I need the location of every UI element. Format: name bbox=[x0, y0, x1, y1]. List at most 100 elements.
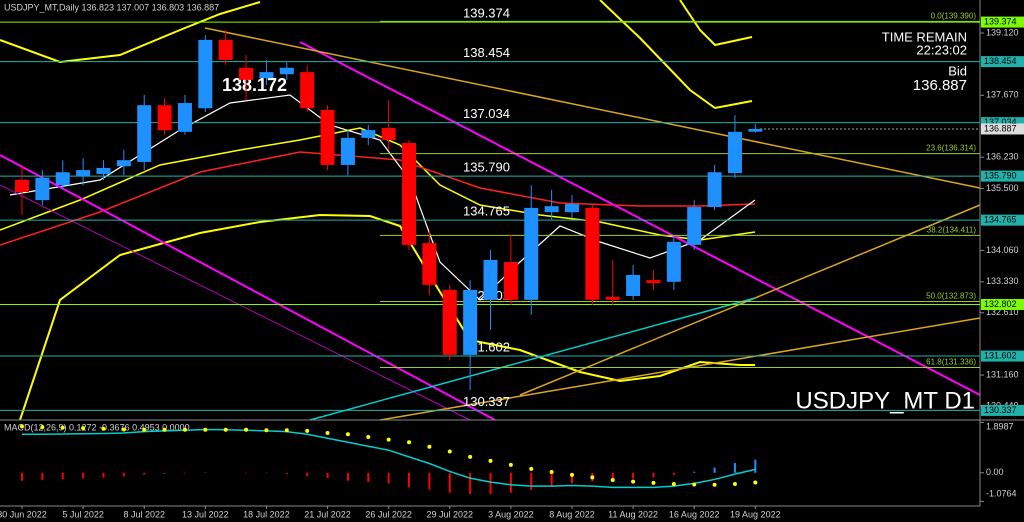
candle-body bbox=[157, 105, 172, 131]
bid-label: Bid bbox=[948, 63, 967, 78]
candle-body bbox=[218, 39, 233, 61]
signal-dot bbox=[427, 444, 432, 449]
signal-dot bbox=[305, 428, 310, 433]
signal-dot bbox=[81, 426, 86, 431]
candle-body bbox=[483, 259, 498, 300]
candle-body bbox=[748, 128, 763, 132]
y-tick-label: 0.00 bbox=[986, 467, 1004, 477]
candle-body bbox=[422, 243, 437, 285]
x-tick-label: 13 Jul 2022 bbox=[182, 509, 229, 519]
level-label: 138.454 bbox=[463, 45, 510, 60]
level-box bbox=[981, 298, 1024, 310]
upper-band bbox=[599, 0, 753, 110]
upper-band bbox=[0, 1, 261, 64]
candle-body bbox=[198, 39, 213, 109]
signal-dot bbox=[610, 477, 615, 482]
moving-average bbox=[9, 94, 756, 301]
candle-body bbox=[707, 172, 722, 208]
fib-label: 0.0(139.390) bbox=[931, 12, 977, 21]
signal-dot bbox=[386, 437, 391, 442]
y-tick-label: 1.8987 bbox=[986, 421, 1014, 431]
level-box bbox=[981, 56, 1024, 68]
trendline bbox=[0, 154, 496, 421]
trendline bbox=[299, 41, 981, 396]
y-tick-label: 132.610 bbox=[986, 307, 1019, 317]
y-tick-label: 136.230 bbox=[986, 152, 1019, 162]
level-box bbox=[981, 117, 1024, 129]
candle-body bbox=[402, 143, 417, 245]
x-tick-label: 21 Jul 2022 bbox=[304, 509, 351, 519]
level-label: 139.374 bbox=[463, 6, 510, 21]
candle-body bbox=[361, 130, 376, 138]
bid-value: 136.887 bbox=[913, 77, 967, 94]
y-tick-label: 137.670 bbox=[986, 90, 1019, 100]
indicator-lines bbox=[0, 0, 981, 421]
x-tick-label: 19 Aug 2022 bbox=[730, 509, 781, 519]
candle-body bbox=[300, 72, 315, 109]
signal-dot bbox=[40, 425, 45, 430]
y-tick-label: -1.0764 bbox=[986, 488, 1017, 498]
x-tick-label: 11 Aug 2022 bbox=[608, 509, 658, 519]
upper-band bbox=[679, 0, 753, 47]
level-box bbox=[981, 16, 1024, 28]
candle-body bbox=[727, 131, 742, 174]
y-tick-label: 139.120 bbox=[986, 27, 1019, 37]
candle-body bbox=[177, 103, 192, 132]
candle-body bbox=[463, 289, 478, 355]
signal-dot bbox=[101, 426, 106, 431]
annotation: 138.172 bbox=[222, 75, 287, 95]
x-tick-label: 8 Aug 2022 bbox=[549, 509, 595, 519]
level-box-label: 134.765 bbox=[984, 215, 1017, 225]
fib-label: 38.2(134.411) bbox=[927, 225, 977, 234]
y-tick-label: 135.500 bbox=[986, 183, 1019, 193]
fib-label: 50.0(132.873) bbox=[926, 292, 976, 301]
trendline bbox=[204, 27, 981, 189]
candle-body bbox=[320, 109, 335, 165]
moving-average bbox=[0, 151, 756, 246]
level-box-label: 131.602 bbox=[984, 350, 1017, 360]
candle-body bbox=[524, 207, 539, 300]
level-box bbox=[981, 350, 1024, 362]
level-box bbox=[981, 214, 1024, 226]
level-label: 134.765 bbox=[463, 204, 510, 219]
signal-dot bbox=[488, 458, 493, 463]
candle-body bbox=[666, 241, 681, 282]
candle-body bbox=[442, 289, 457, 355]
signal-dot bbox=[651, 480, 656, 485]
time-remain-label: TIME REMAIN bbox=[882, 29, 967, 44]
lower-band bbox=[19, 213, 755, 421]
signal-dot bbox=[753, 480, 758, 485]
signal-dot bbox=[447, 449, 452, 454]
signal-dot bbox=[508, 462, 513, 467]
x-tick-label: 30 Jun 2022 bbox=[0, 509, 47, 519]
signal-dot bbox=[671, 481, 676, 486]
candle-body bbox=[381, 127, 396, 140]
fib-label: 61.8(131.336) bbox=[926, 358, 976, 367]
candle-body bbox=[15, 179, 29, 192]
chart-header: USDJPY_MT,Daily 136.823 137.007 136.803 … bbox=[4, 2, 219, 12]
signal-dot bbox=[712, 482, 717, 487]
level-box-label: 132.802 bbox=[984, 299, 1017, 309]
candle-body bbox=[55, 172, 70, 186]
signal-dot bbox=[345, 432, 350, 437]
level-box-label: 130.337 bbox=[984, 405, 1017, 415]
level-label: 137.034 bbox=[463, 106, 510, 121]
signal-dot bbox=[529, 466, 534, 471]
signal-dot bbox=[631, 479, 636, 484]
candle-body bbox=[35, 177, 50, 201]
signal-dot bbox=[549, 470, 554, 474]
candle-body bbox=[96, 167, 111, 174]
macd-title: MACD(12,26,9) 0.1272 -0.3676 0.4953 0.00… bbox=[4, 422, 190, 432]
trendline bbox=[0, 184, 471, 421]
trendline bbox=[379, 317, 981, 421]
x-tick-label: 26 Jul 2022 bbox=[365, 509, 412, 519]
candle-body bbox=[340, 137, 355, 165]
signal-dot bbox=[468, 454, 473, 459]
signal-dot bbox=[264, 428, 269, 433]
signal-dot bbox=[284, 428, 289, 433]
signal-dot bbox=[325, 430, 330, 435]
candle-body bbox=[239, 67, 254, 80]
x-tick-label: 29 Jul 2022 bbox=[426, 509, 473, 519]
candle-body bbox=[259, 72, 274, 79]
